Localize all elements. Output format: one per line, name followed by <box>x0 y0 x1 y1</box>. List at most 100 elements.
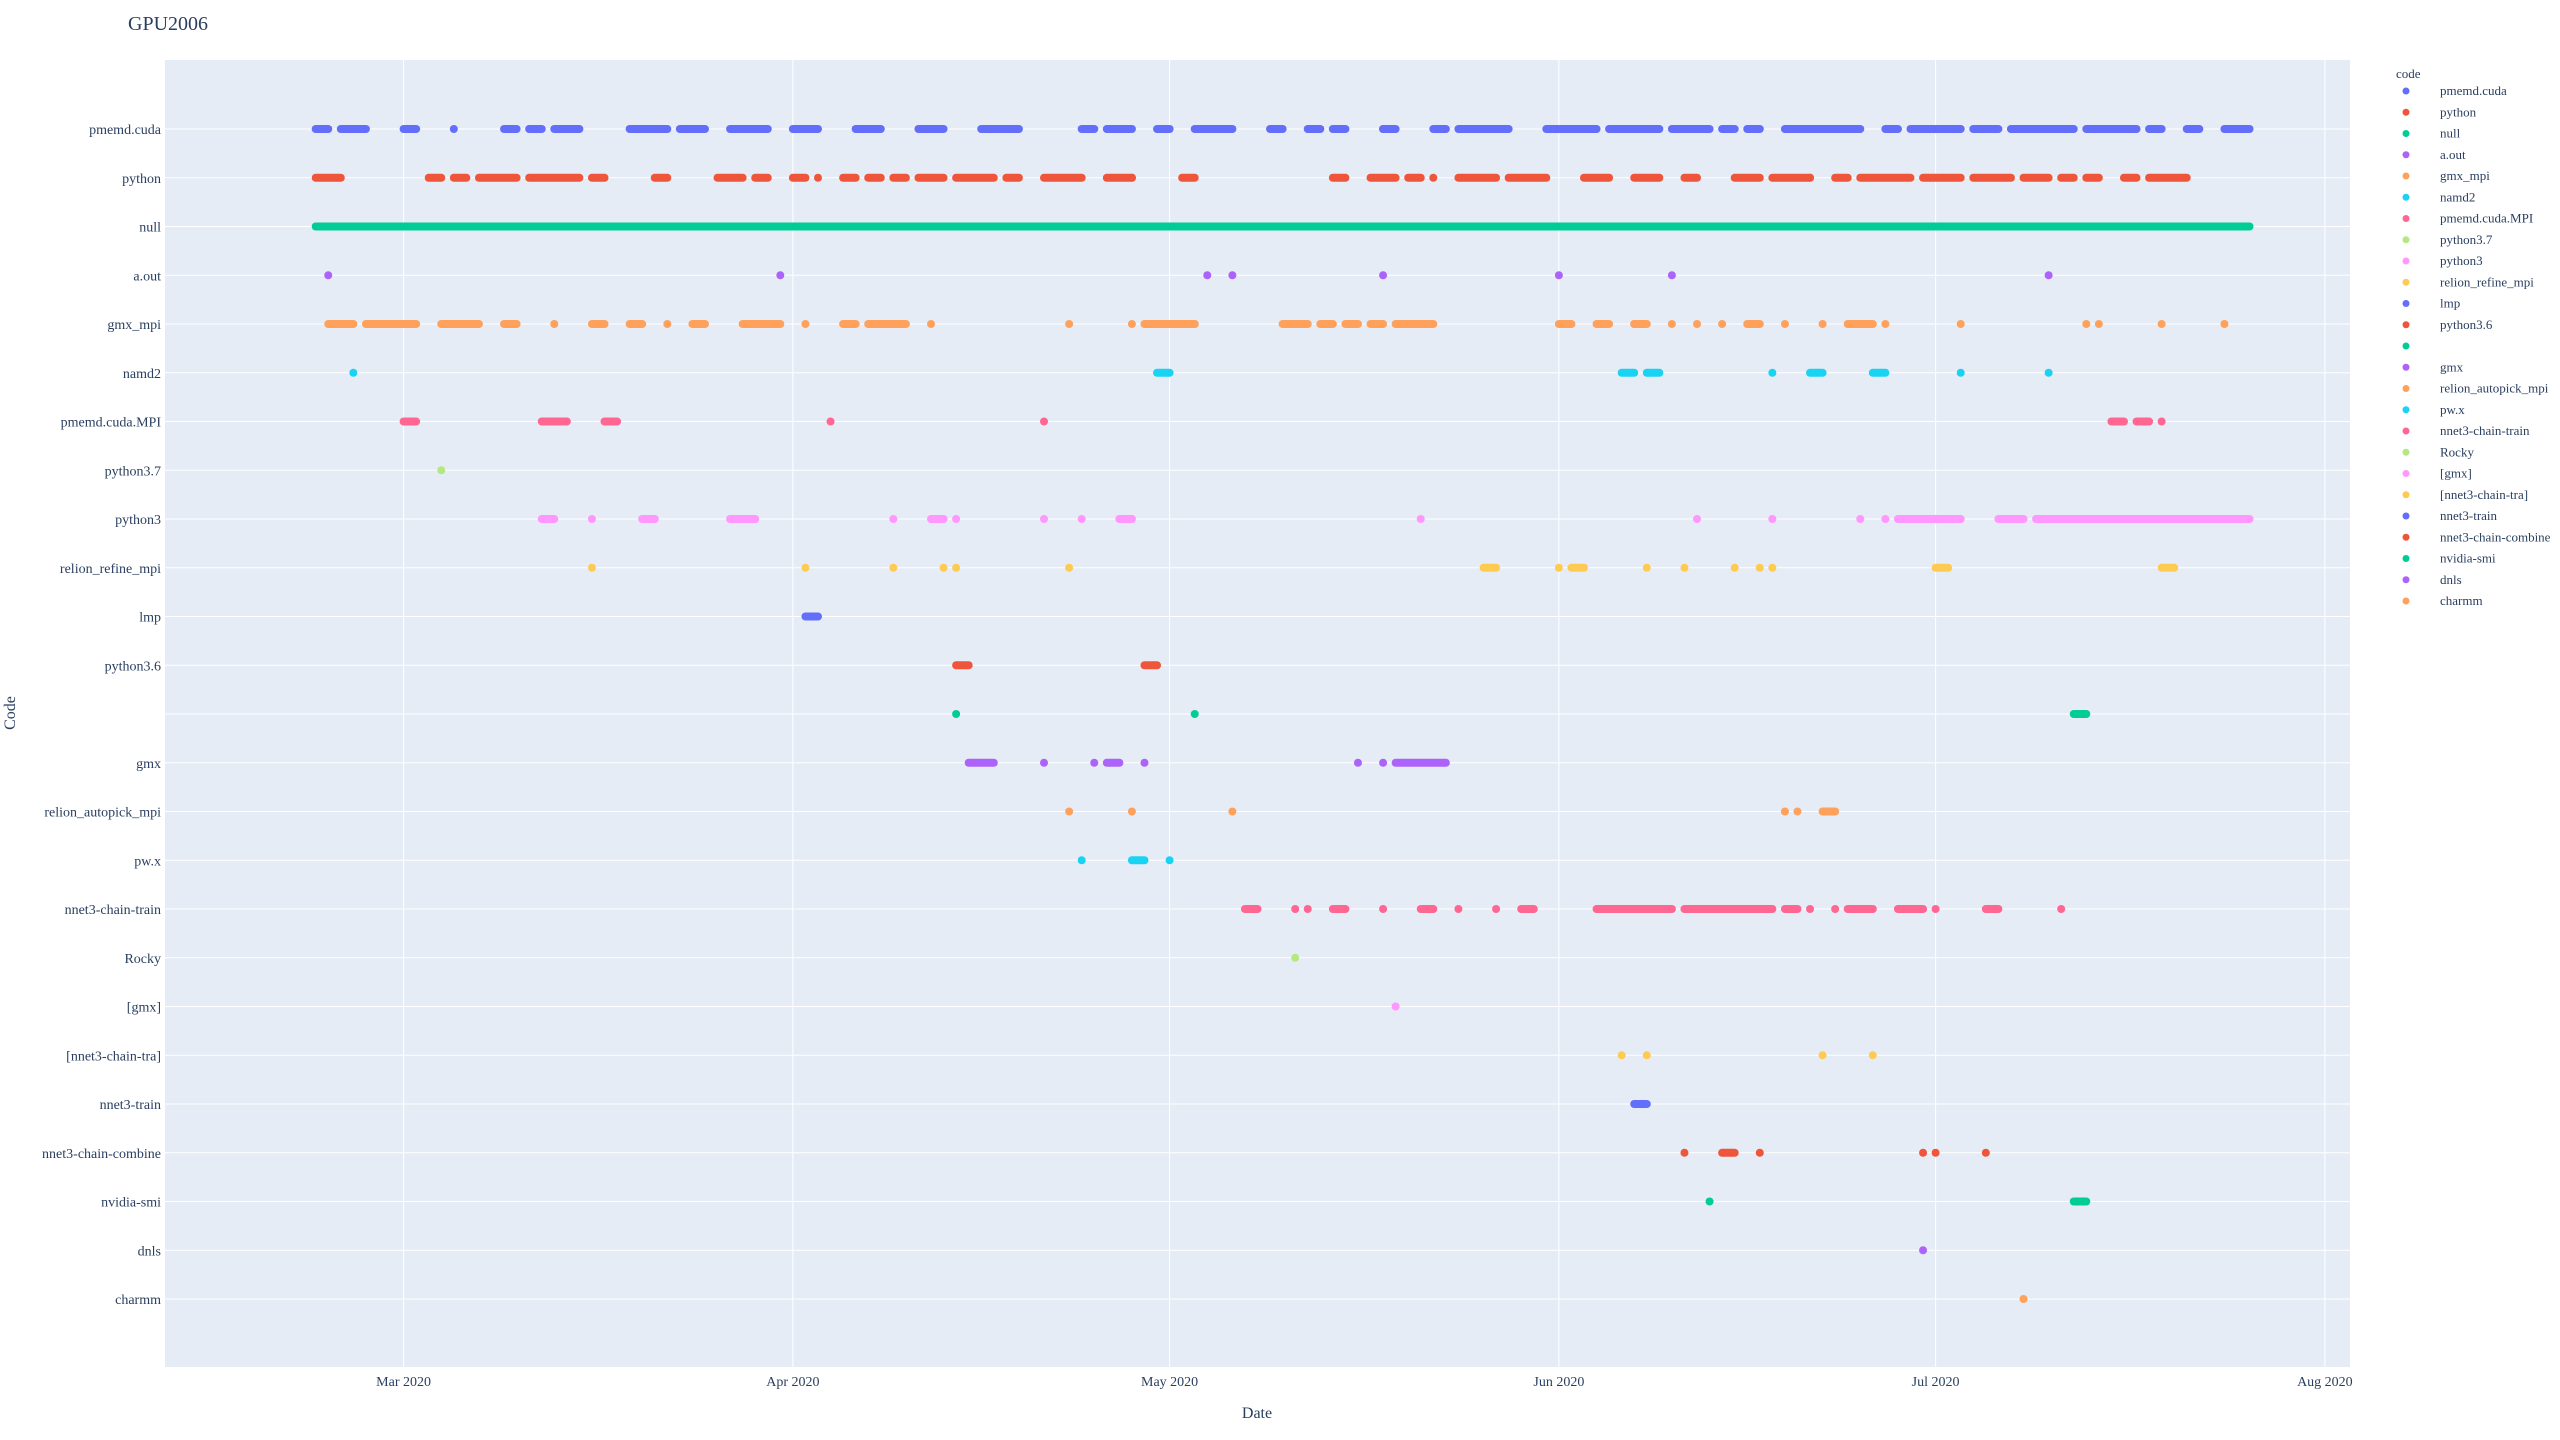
y-tick-label: python3.7 <box>105 464 161 479</box>
legend-marker <box>2402 406 2410 414</box>
data-point <box>1065 563 1074 572</box>
legend-marker <box>2402 130 2410 137</box>
data-point <box>1379 905 1388 913</box>
data-point <box>1693 320 1702 328</box>
data-point <box>1228 807 1237 816</box>
legend-item[interactable]: pmemd.cuda.MPI <box>2402 211 2534 226</box>
data-point <box>1806 173 1815 182</box>
data-point <box>939 563 948 572</box>
legend-item[interactable]: relion_refine_mpi <box>2402 274 2535 289</box>
legend-item[interactable]: charmm <box>2402 593 2483 608</box>
legend-item[interactable]: dnls <box>2402 572 2462 587</box>
legend-marker <box>2402 236 2410 244</box>
data-point <box>1730 563 1739 572</box>
legend-item[interactable]: gmx_mpi <box>2402 168 2491 183</box>
legend-item[interactable]: Rocky <box>2402 444 2475 459</box>
legend-marker <box>2402 151 2410 159</box>
legend-item[interactable]: pmemd.cuda <box>2402 83 2508 98</box>
data-point <box>1667 271 1676 280</box>
legend-marker <box>2402 172 2410 180</box>
x-tick-labels: Mar 2020 Apr 2020 May 2020 Jun 2020 Jul 2020… <box>376 1375 2353 1390</box>
data-point <box>1617 1051 1626 1060</box>
data-point <box>1718 320 1727 328</box>
legend-item[interactable]: nnet3-chain-train <box>2402 423 2531 438</box>
legend-marker <box>2402 278 2410 286</box>
y-tick-label: pmemd.cuda.MPI <box>61 416 162 431</box>
data-point <box>1680 563 1689 572</box>
y-tick-label: nnet3-chain-combine <box>42 1147 161 1162</box>
data-point <box>1190 320 1199 328</box>
legend-item[interactable]: [gmx] <box>2402 466 2472 481</box>
y-tick-label: a.out <box>133 269 161 284</box>
legend-item[interactable]: [nnet3-chain-tra] <box>2402 487 2529 502</box>
legend-item[interactable]: lmp <box>2402 296 2461 311</box>
data-point <box>587 563 596 572</box>
y-tick-label: python3.6 <box>105 659 161 674</box>
legend-item[interactable]: pw.x <box>2402 402 2466 417</box>
data-point <box>1416 515 1425 523</box>
y-tick-label: python3 <box>115 513 161 528</box>
data-point <box>1956 320 1965 328</box>
data-point <box>2094 320 2103 328</box>
legend-item[interactable]: gmx <box>2402 359 2464 374</box>
y-axis-title: Code <box>2 696 19 730</box>
data-point <box>1140 758 1149 767</box>
data-point <box>437 466 446 475</box>
legend-label: [nnet3-chain-tra] <box>2440 487 2528 502</box>
data-point <box>1856 515 1865 523</box>
data-point <box>2044 368 2053 377</box>
legend-label: charmm <box>2440 593 2483 608</box>
data-point <box>349 368 358 377</box>
legend-marker <box>2402 512 2410 520</box>
data-point <box>1931 1148 1940 1157</box>
data-point <box>2157 320 2166 328</box>
data-point <box>1454 905 1463 913</box>
data-point <box>2044 271 2053 280</box>
legend-label: gmx <box>2440 359 2464 374</box>
legend-item[interactable]: nnet3-train <box>2402 508 2498 523</box>
data-point <box>1228 271 1237 280</box>
y-tick-label: [nnet3-chain-tra] <box>66 1049 161 1064</box>
legend-label: pw.x <box>2440 402 2465 417</box>
y-tick-label: Rocky <box>124 952 161 967</box>
data-point <box>1793 807 1802 816</box>
legend-item[interactable]: python3.7 <box>2402 232 2493 247</box>
legend-item[interactable]: nvidia-smi <box>2402 551 2496 566</box>
legend-marker <box>2402 491 2410 499</box>
legend-item[interactable]: relion_autopick_mpi <box>2402 381 2549 396</box>
data-point <box>1127 807 1136 816</box>
legend[interactable]: code pmemd.cuda python null a.out gmx_mpinam… <box>2396 66 2551 608</box>
y-tick-label: namd2 <box>123 367 161 382</box>
legend-item[interactable]: python3.6 <box>2402 317 2493 332</box>
data-point <box>952 563 961 572</box>
legend-item[interactable] <box>2402 342 2410 350</box>
legend-item[interactable]: nnet3-chain-combine <box>2402 529 2551 544</box>
legend-label: nvidia-smi <box>2440 551 2496 566</box>
legend-label: relion_refine_mpi <box>2440 274 2534 289</box>
legend-label: python <box>2440 104 2477 119</box>
legend-item[interactable]: python3 <box>2402 253 2483 268</box>
data-marks <box>311 125 2254 1303</box>
data-point <box>1090 758 1099 767</box>
data-point <box>826 417 835 426</box>
legend-item[interactable]: a.out <box>2402 147 2467 162</box>
data-point <box>1642 1051 1651 1060</box>
data-point <box>1818 320 1827 328</box>
legend-label: python3 <box>2440 253 2483 268</box>
data-point <box>927 320 936 328</box>
x-tick-label: May 2020 <box>1141 1375 1198 1390</box>
data-point <box>2082 320 2091 328</box>
data-point <box>1379 125 1388 133</box>
legend-label: pmemd.cuda.MPI <box>2440 211 2533 226</box>
legend-item[interactable]: namd2 <box>2402 189 2476 204</box>
data-point <box>1868 1051 1877 1060</box>
legend-marker <box>2402 193 2410 201</box>
legend-marker <box>2402 555 2410 562</box>
data-point <box>1077 856 1086 865</box>
legend-item[interactable]: python <box>2402 104 2477 119</box>
y-tick-label: gmx <box>136 757 161 772</box>
legend-item[interactable]: null <box>2402 126 2461 141</box>
data-point <box>1755 1148 1764 1157</box>
data-point <box>2220 320 2229 328</box>
data-point <box>1680 1148 1689 1157</box>
